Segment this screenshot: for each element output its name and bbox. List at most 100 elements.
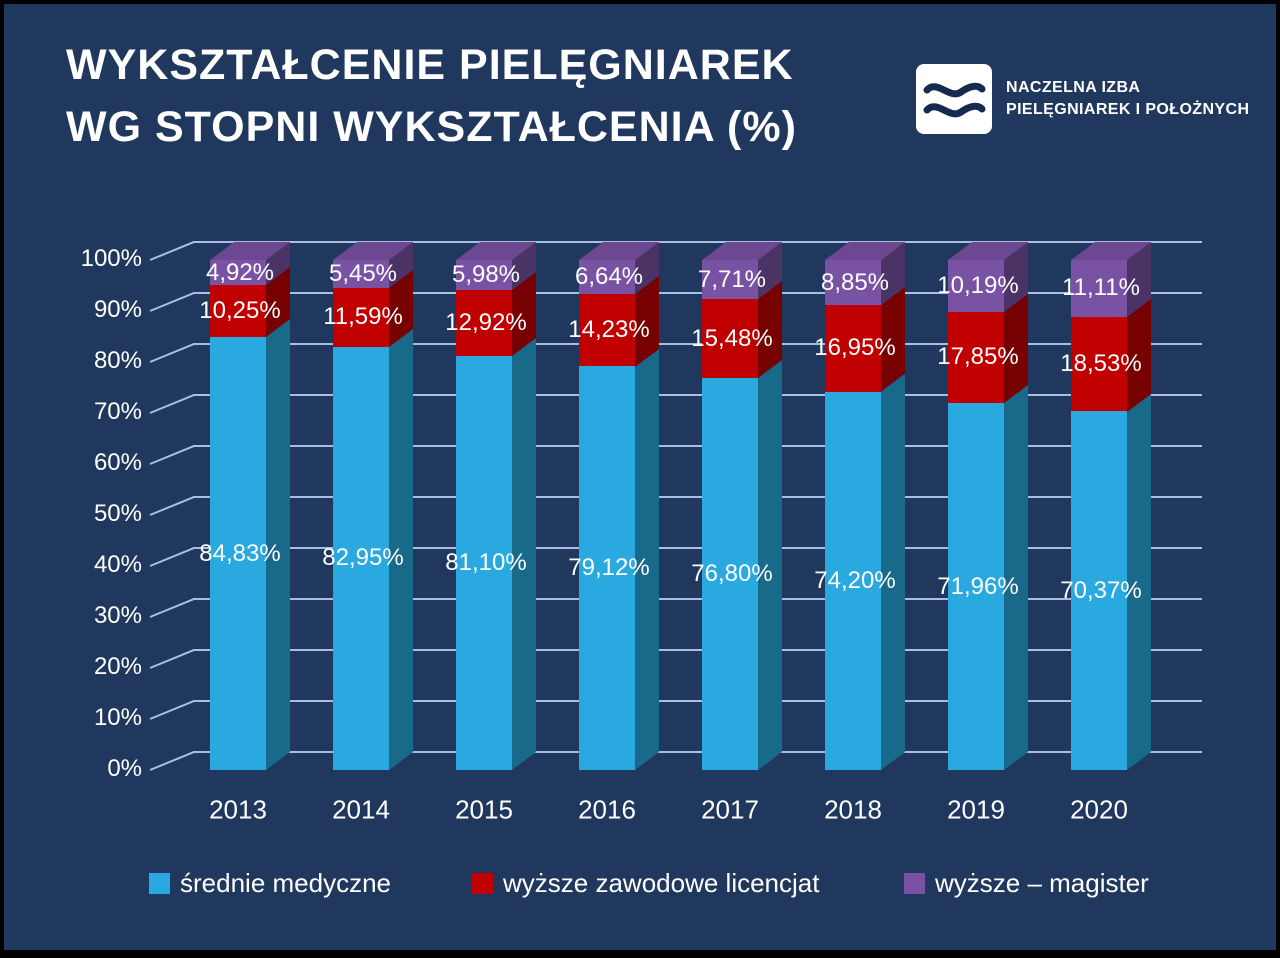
bar-2019-segment-2 (948, 260, 1004, 312)
data-label-2016-series-0: 79,12% (568, 554, 650, 582)
org-name-line-2: PIELĘGNIAREK I POŁOŻNYCH (1006, 101, 1250, 118)
x-axis-label-2016: 2016 (578, 794, 636, 825)
data-label-2018-series-0: 74,20% (814, 566, 896, 594)
wave-logo-icon (916, 64, 992, 134)
gridline (193, 394, 1202, 396)
x-axis: 2013 2014 2015 2016 2017 2018 2019 2020 (4, 4, 1276, 950)
legend-item: wyższe zawodowe licencjat (472, 868, 819, 898)
x-axis-label-2014: 2014 (332, 794, 390, 825)
bar-2016-segment-0 (579, 366, 635, 770)
data-label-2020-series-1: 18,53% (1060, 349, 1142, 377)
data-label-2015-series-2: 5,98% (451, 261, 521, 289)
data-label-2015-series-0: 81,10% (445, 549, 527, 577)
gridlines-layer (4, 4, 1276, 950)
bar-2016-segment-2 (579, 260, 635, 294)
gridline (193, 547, 1202, 549)
legend-label: wyższe zawodowe licencjat (503, 867, 820, 898)
data-label-2020-series-2: 11,11% (1062, 274, 1140, 302)
x-axis-label-2015: 2015 (455, 794, 513, 825)
org-name-line-1: NACZELNA IZBA (1006, 79, 1141, 96)
page-title: WYKSZTAŁCENIE PIELĘGNIAREK WG STOPNI WYK… (66, 34, 797, 158)
bar-2015-segment-1 (456, 290, 512, 357)
gridline (193, 445, 1202, 447)
bar-2014-segment-1 (333, 287, 389, 347)
data-label-2014-series-0: 82,95% (322, 544, 404, 572)
gridline (193, 649, 1202, 651)
org-name: NACZELNA IZBA PIELĘGNIAREK I POŁOŻNYCH (1006, 77, 1249, 121)
gridline (193, 700, 1202, 702)
data-label-2013-series-2: 4,92% (205, 258, 275, 286)
data-label-2020-series-0: 70,37% (1060, 576, 1142, 604)
logo-background (916, 64, 992, 134)
x-axis-label-2019: 2019 (947, 794, 1005, 825)
y-axis-label: 70% (93, 398, 142, 425)
bars-layer (4, 4, 1276, 950)
gridline (193, 496, 1202, 498)
slide: WYKSZTAŁCENIE PIELĘGNIAREK WG STOPNI WYK… (4, 4, 1276, 950)
legend-swatch-icon (472, 872, 493, 894)
bar-2013-segment-0 (210, 337, 266, 770)
gridline (193, 751, 1202, 753)
bar-2018-segment-2 (825, 260, 881, 306)
data-label-2013-series-0: 84,83% (199, 539, 281, 567)
data-label-2018-series-2: 8,85% (820, 268, 890, 296)
legend-item: wyższe – magister (904, 868, 1149, 898)
bar-2017-segment-2 (702, 260, 758, 300)
data-label-2015-series-1: 12,92% (445, 309, 527, 337)
bar-2015-segment-0 (456, 356, 512, 770)
bar-2017-segment-0 (702, 378, 758, 770)
data-label-2013-series-1: 10,25% (199, 297, 281, 325)
legend-label: wyższe – magister (935, 867, 1149, 898)
gridline (193, 241, 1202, 243)
data-label-2017-series-0: 76,80% (691, 560, 773, 588)
y-axis-label: 40% (93, 551, 142, 578)
title-line-1: WYKSZTAŁCENIE PIELĘGNIAREK (66, 41, 794, 89)
y-axis-label: 80% (93, 347, 142, 374)
chart-area: 0% 10% 20% 30% 40% 50% 60% 70% 80% 90% 100% 84,83%… (4, 4, 1276, 950)
bar-2017-segment-1 (702, 299, 758, 379)
data-label-2016-series-2: 6,64% (574, 262, 644, 290)
y-axis-label: 20% (93, 653, 142, 680)
bar-2018-segment-1 (825, 305, 881, 392)
bar-2013-segment-1 (210, 285, 266, 338)
y-axis-label: 60% (93, 449, 142, 476)
bar-2016-segment-1 (579, 293, 635, 367)
y-axis: 0% 10% 20% 30% 40% 50% 60% 70% 80% 90% 100% (4, 4, 1276, 950)
bar-2019-segment-1 (948, 311, 1004, 403)
y-axis-label: 90% (93, 296, 142, 323)
x-axis-label-2017: 2017 (701, 794, 759, 825)
y-axis-label: 10% (93, 704, 142, 731)
data-label-2016-series-1: 14,23% (568, 316, 650, 344)
legend-label: średnie medyczne (180, 867, 391, 898)
chart-legend: średnie medyczne wyższe zawodowe licencja… (4, 4, 1276, 950)
bar-2019-segment-0 (948, 403, 1004, 770)
data-label-2014-series-1: 11,59% (323, 303, 403, 331)
data-label-2019-series-2: 10,19% (937, 271, 1019, 299)
title-line-2: WG STOPNI WYKSZTAŁCENIA (%) (66, 103, 797, 151)
logo-wave-2 (923, 102, 986, 118)
data-label-2014-series-2: 5,45% (328, 259, 398, 287)
x-axis-label-2018: 2018 (824, 794, 882, 825)
legend-swatch-icon (904, 872, 925, 894)
y-axis-label: 0% (107, 755, 142, 782)
bar-2020-segment-1 (1071, 316, 1127, 412)
org-logo: NACZELNA IZBA PIELĘGNIAREK I POŁOŻNYCH (916, 64, 1249, 134)
legend-swatch-icon (149, 872, 170, 894)
gridline (193, 598, 1202, 600)
bar-2020-segment-2 (1071, 259, 1127, 317)
bar-2018-segment-0 (825, 391, 881, 770)
gridline (193, 343, 1202, 345)
data-label-2019-series-0: 71,96% (937, 572, 1019, 600)
data-labels-layer: 84,83% 10,25% 4,92% 82,95% 11,59% 5,45% 81,10%… (4, 4, 1276, 950)
y-axis-label: 50% (93, 500, 142, 527)
gridline (193, 292, 1202, 294)
x-axis-label-2020: 2020 (1070, 794, 1128, 825)
data-label-2017-series-1: 15,48% (691, 324, 773, 352)
x-axis-label-2013: 2013 (209, 794, 267, 825)
bar-2014-segment-2 (333, 260, 389, 288)
logo-wave-1 (923, 82, 986, 98)
bar-2020-segment-0 (1071, 411, 1127, 770)
bar-2015-segment-2 (456, 260, 512, 291)
y-axis-label: 30% (93, 602, 142, 629)
data-label-2017-series-2: 7,71% (697, 265, 767, 293)
